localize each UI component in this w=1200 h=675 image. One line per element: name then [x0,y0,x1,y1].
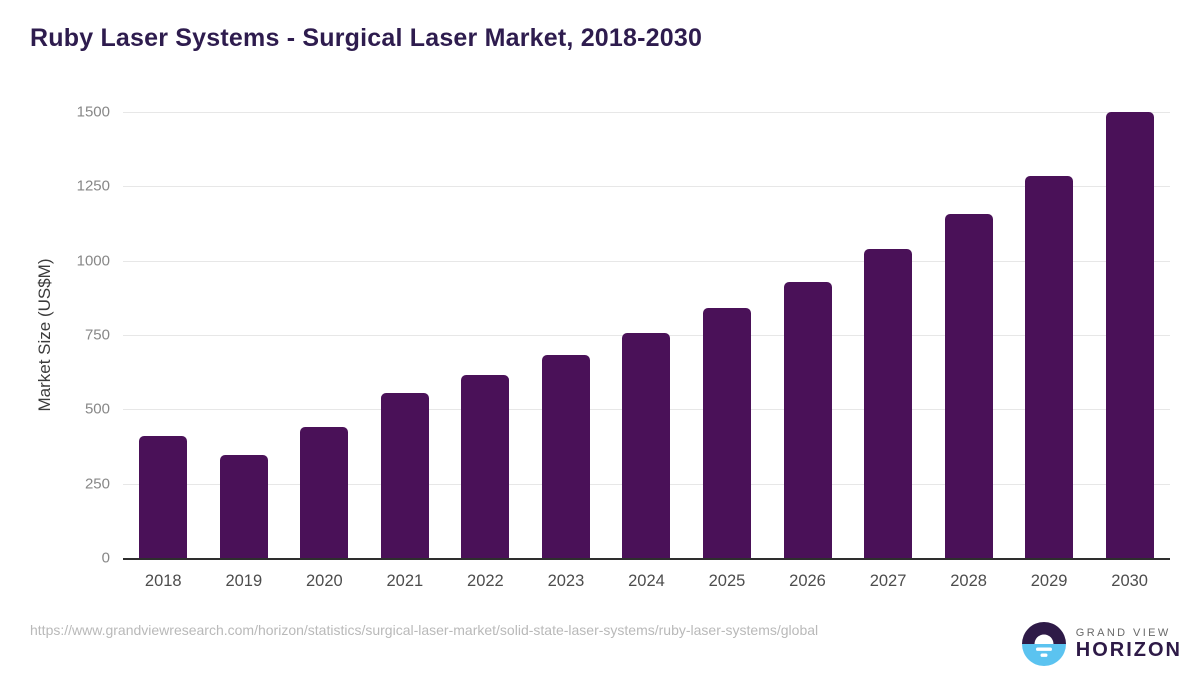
bar-2030[interactable] [1105,112,1154,558]
bar-2025[interactable] [702,308,751,558]
x-tick-label-2030: 2030 [1111,572,1148,590]
y-tick-label-0: 0 [101,549,110,567]
y-tick-label-500: 500 [84,400,110,418]
x-tick-label-2025: 2025 [708,572,746,590]
x-tick-label-2022: 2022 [467,572,504,590]
bar-column-2025 [687,112,768,558]
bar-column-2029 [1009,112,1090,558]
y-tick-label-250: 250 [84,475,110,493]
logo-text: GRAND VIEW HORIZON [1076,627,1182,662]
bar-column-2020 [284,112,365,558]
bar-column-2028 [928,112,1009,558]
x-tick-label-2021: 2021 [386,572,424,590]
x-tick-label-2018: 2018 [144,572,182,590]
x-tick-label-2029: 2029 [1030,572,1068,590]
bar-column-2018 [123,112,204,558]
brand-logo: GRAND VIEW HORIZON [1021,621,1182,667]
x-tick-label-2027: 2027 [869,572,907,590]
y-tick-label-750: 750 [84,326,110,344]
logo-horizon-text: HORIZON [1075,638,1182,661]
bar-2024[interactable] [622,332,671,558]
x-tick-label-2023: 2023 [547,572,585,590]
gridline-1000 [123,260,1170,262]
gridline-1250 [123,186,1170,188]
bar-column-2022 [445,112,526,558]
x-tick-label-2026: 2026 [789,572,826,590]
bar-2028[interactable] [944,214,993,558]
bar-column-2026 [767,112,848,558]
x-axis-labels: 2018 2019 2020 2021 2022 2023 2024 2025 2026 2027… [123,572,1170,591]
bar-2021[interactable] [380,392,429,558]
y-tick-label-1000: 1000 [76,252,110,270]
x-tick-label-2024: 2024 [628,572,665,590]
y-axis-ticks: 0 250 500 750 1000 1250 1500 [0,104,110,567]
y-tick-label-1500: 1500 [76,103,110,121]
x-tick-label-2019: 2019 [225,572,263,590]
bar-2026[interactable] [783,281,832,558]
chart-title: Ruby Laser Systems - Surgical Laser Mark… [30,24,703,52]
bar-column-2027 [848,112,929,558]
bar-2019[interactable] [219,454,268,558]
bar-2020[interactable] [300,427,349,558]
horizon-logo-icon [1021,622,1066,666]
bar-column-2024 [606,112,687,558]
x-tick-label-2028: 2028 [950,572,987,590]
logo-grand-view-text: GRAND VIEW [1075,626,1171,639]
x-tick-label-2020: 2020 [305,572,343,590]
bar-2018[interactable] [139,435,188,558]
bar-2022[interactable] [461,375,510,558]
bar-2029[interactable] [1025,175,1074,558]
bar-column-2019 [204,112,285,558]
bar-column-2021 [365,112,446,558]
bar-2027[interactable] [864,249,913,558]
gridline-1500 [123,112,1170,113]
bar-column-2030 [1089,112,1170,558]
plot-area [123,112,1170,560]
bar-column-2023 [526,112,607,558]
bar-2023[interactable] [541,354,590,558]
bars [123,112,1170,558]
source-url: https://www.grandviewresearch.com/horizo… [30,622,819,638]
y-tick-label-1250: 1250 [76,177,110,195]
